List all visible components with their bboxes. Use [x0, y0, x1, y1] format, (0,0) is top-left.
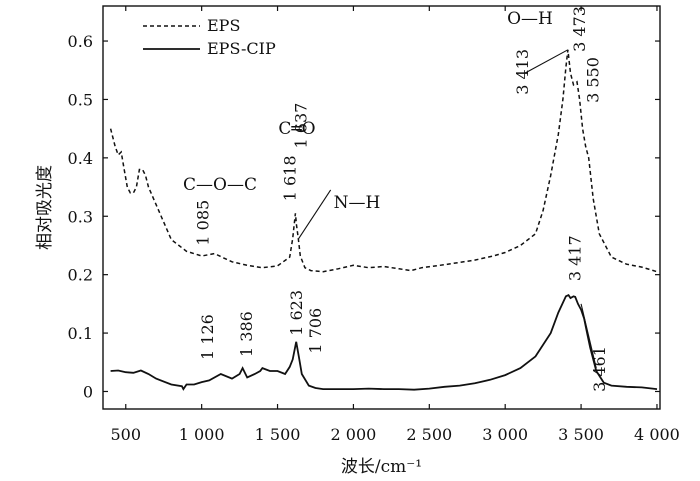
- peak-label: 3 413: [513, 49, 532, 95]
- y-tick-label: 0.5: [68, 90, 93, 109]
- y-tick-label: 0.4: [68, 149, 93, 168]
- x-tick-label: 500: [110, 425, 141, 444]
- peak-label: 1 623: [287, 290, 306, 336]
- y-tick-label: 0.1: [68, 324, 93, 343]
- x-tick-label: 2 500: [406, 425, 452, 444]
- x-tick-label: 3 000: [482, 425, 528, 444]
- series-line-eps-cip: [110, 293, 658, 391]
- bond-label: N—H: [334, 193, 381, 213]
- plot-frame: [102, 5, 661, 410]
- x-tick-label: 1 500: [255, 425, 301, 444]
- series-line-eps: [109, 49, 658, 273]
- y-tick-label: 0.3: [68, 207, 93, 226]
- bond-label: O—H: [507, 9, 553, 29]
- peak-label: 1 085: [194, 200, 213, 246]
- leader-o-h: [524, 49, 569, 74]
- peak-label: 3 417: [566, 235, 585, 281]
- legend-label: EPS-CIP: [207, 39, 276, 58]
- x-tick-label: 3 500: [558, 425, 604, 444]
- legend-label: EPS: [207, 16, 240, 35]
- bond-label: C—O—C: [183, 175, 257, 195]
- peak-label: 3 461: [590, 346, 609, 392]
- peak-label: 1 637: [291, 103, 310, 149]
- y-tick-label: 0: [83, 382, 93, 401]
- peak-label: 1 618: [280, 155, 299, 201]
- leader-n-h: [298, 189, 332, 239]
- x-tick-label: 1 000: [179, 425, 225, 444]
- bond-label: C═O: [278, 119, 315, 139]
- peak-label: 3 473: [570, 6, 589, 52]
- x-axis-title: 波长/cm⁻¹: [341, 457, 422, 477]
- peak-label: 1 706: [306, 308, 325, 354]
- peak-label: 3 550: [584, 57, 603, 103]
- peak-label: 1 126: [198, 314, 217, 360]
- y-tick-label: 0.2: [68, 266, 93, 285]
- peak-label: 1 386: [237, 311, 256, 357]
- x-tick-label: 4 000: [634, 425, 680, 444]
- x-tick-label: 2 000: [331, 425, 377, 444]
- y-tick-label: 0.6: [68, 32, 93, 51]
- leader-3461: [580, 303, 597, 369]
- y-axis-title: 相对吸光度: [35, 165, 55, 250]
